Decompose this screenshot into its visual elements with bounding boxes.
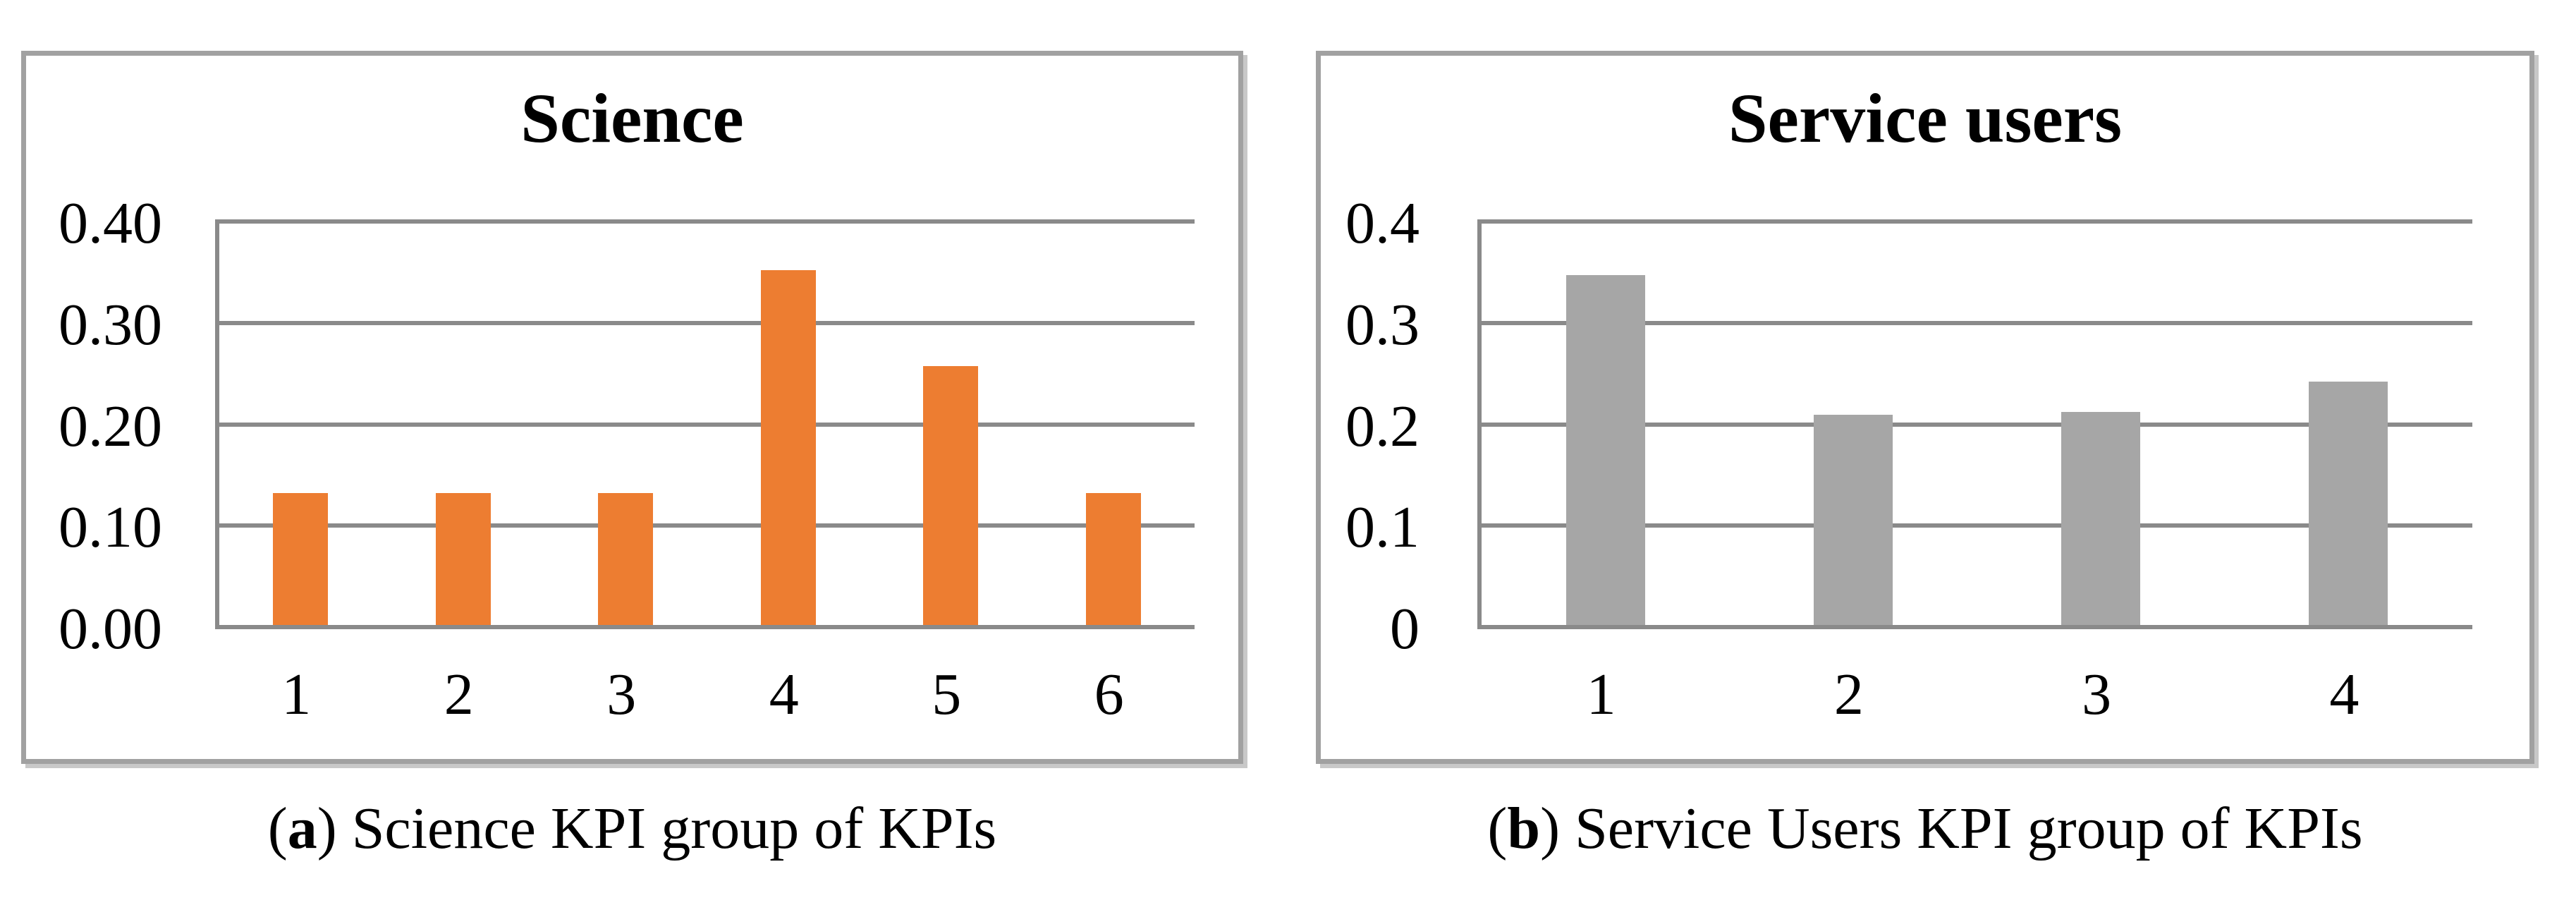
y-tick-label: 0.10: [59, 494, 162, 561]
gridline: [1482, 219, 2472, 224]
bar-category-2: [1813, 415, 1893, 625]
bar-category-6: [1085, 493, 1141, 625]
y-axis-tick-labels: 0.00 0.10 0.20 0.30 0.40: [54, 194, 162, 659]
x-tick-label: 6: [1094, 662, 1124, 727]
bar-category-4: [2309, 382, 2388, 625]
x-tick-label: 1: [281, 662, 312, 727]
plot-area-science: [215, 219, 1195, 629]
y-tick-label: 0.00: [59, 596, 162, 662]
x-tick-label: 2: [1833, 662, 1864, 727]
x-axis-line: [1482, 625, 2472, 629]
x-axis-tick-labels: 1 2 3 4: [1477, 661, 2468, 746]
caption-label-b: b: [1507, 796, 1541, 861]
caption-service-users: (b) Service Users KPI group of KPIs: [1316, 791, 2534, 865]
bar-category-2: [435, 493, 491, 625]
x-tick-label: 1: [1586, 662, 1616, 727]
chart-title-service-users: Service users: [1728, 79, 2123, 157]
x-axis-line: [219, 625, 1195, 629]
caption-paren-open: (: [1487, 796, 1508, 861]
caption-paren-close: ): [1540, 796, 1561, 861]
gridline: [219, 523, 1195, 528]
caption-label-a: a: [287, 796, 317, 861]
gridline: [1482, 320, 2472, 325]
caption-text: Science KPI group of KPIs: [336, 796, 997, 861]
x-tick-label: 5: [932, 662, 962, 727]
gridline: [1482, 523, 2472, 528]
x-tick-label: 4: [769, 662, 799, 727]
y-tick-label: 0.30: [59, 291, 162, 358]
y-tick-label: 0.3: [1345, 291, 1420, 358]
caption-paren-close: ): [317, 796, 337, 861]
x-axis-tick-labels: 1 2 3 4 5 6: [215, 661, 1190, 746]
gridline: [219, 422, 1195, 427]
caption-science: (a) Science KPI group of KPIs: [21, 791, 1243, 865]
bar-category-4: [760, 269, 816, 625]
y-tick-label: 0.2: [1345, 393, 1420, 459]
y-tick-label: 0.1: [1345, 494, 1420, 561]
caption-paren-open: (: [267, 796, 288, 861]
gridline: [1482, 422, 2472, 427]
x-tick-label: 4: [2329, 662, 2360, 727]
bar-category-3: [598, 493, 654, 625]
chart-title-science: Science: [520, 79, 744, 157]
x-tick-label: 3: [2082, 662, 2112, 727]
science-chart-panel: Science 0.00 0.10 0.20 0.30 0.40 1 2 3 4 5 6: [21, 51, 1243, 764]
service-users-chart-panel: Service users 0 0.1 0.2 0.3 0.4 1 2 3 4: [1316, 51, 2534, 764]
caption-text: Service Users KPI group of KPIs: [1560, 796, 2363, 861]
x-tick-label: 3: [606, 662, 637, 727]
y-tick-label: 0.40: [59, 190, 162, 256]
plot-area-service-users: [1477, 219, 2472, 629]
y-tick-label: 0.4: [1345, 190, 1420, 256]
gridline: [219, 320, 1195, 325]
x-tick-label: 2: [444, 662, 474, 727]
y-tick-label: 0.20: [59, 393, 162, 459]
bar-category-5: [923, 366, 979, 625]
y-tick-label: 0: [1390, 596, 1420, 662]
y-axis-tick-labels: 0 0.1 0.2 0.3 0.4: [1321, 194, 1420, 659]
bar-category-1: [273, 493, 329, 625]
bar-category-1: [1565, 275, 1645, 625]
bar-category-3: [2061, 412, 2141, 625]
gridline: [219, 219, 1195, 224]
